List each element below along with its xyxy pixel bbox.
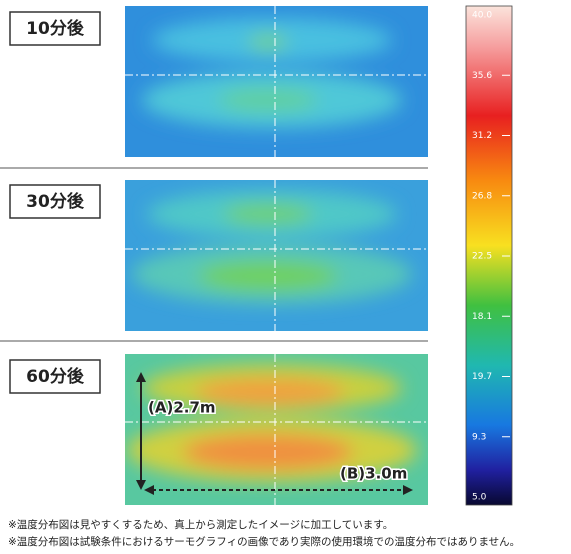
color-bar-label: 35.6 xyxy=(472,71,492,81)
panel: 60分後 (A)2.7m (B)3.0m xyxy=(9,354,428,505)
panel: 30分後 xyxy=(9,180,428,331)
panel-label: 10分後 xyxy=(26,18,85,39)
color-bar-label: 19.7 xyxy=(472,372,492,382)
dimension-arrows xyxy=(136,372,413,495)
thermal-image xyxy=(125,354,428,505)
color-bar-label: 26.8 xyxy=(472,191,492,201)
color-bar-label: 9.3 xyxy=(472,432,486,442)
footnote: ※温度分布図は試験条件におけるサーモグラフィの画像であり実際の使用環境での温度分… xyxy=(8,535,520,548)
color-bar-label: 40.0 xyxy=(472,11,492,21)
color-bar-label: 5.0 xyxy=(472,493,487,503)
color-bar-label: 31.2 xyxy=(472,131,492,141)
color-bar-label: 22.5 xyxy=(472,252,492,262)
panel-label: 60分後 xyxy=(26,366,85,387)
color-bar: 40.0 35.6 31.2 26.8 22.5 18.1 19.7 9.3 5.0 xyxy=(465,5,513,506)
footnote: ※温度分布図は見やすくするため、真上から測定したイメージに加工しています。 xyxy=(8,518,393,531)
color-bar-label: 18.1 xyxy=(472,312,492,322)
annotation: (A)2.7m xyxy=(148,399,216,417)
thermal-image xyxy=(125,6,428,157)
thermal-image xyxy=(125,180,428,331)
panel-label: 30分後 xyxy=(26,191,85,212)
panel: 10分後 xyxy=(9,6,428,157)
annotation: (B)3.0m xyxy=(340,465,407,483)
